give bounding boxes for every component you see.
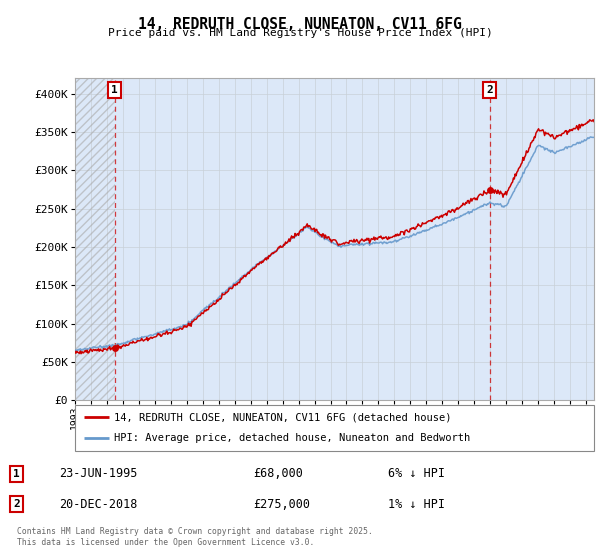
Text: 23-JUN-1995: 23-JUN-1995 [59,467,137,480]
Text: 2: 2 [487,85,493,95]
Text: £275,000: £275,000 [253,498,310,511]
FancyBboxPatch shape [75,405,594,451]
Text: 14, REDRUTH CLOSE, NUNEATON, CV11 6FG (detached house): 14, REDRUTH CLOSE, NUNEATON, CV11 6FG (d… [114,412,451,422]
Text: 1% ↓ HPI: 1% ↓ HPI [388,498,445,511]
Text: 6% ↓ HPI: 6% ↓ HPI [388,467,445,480]
Text: Contains HM Land Registry data © Crown copyright and database right 2025.
This d: Contains HM Land Registry data © Crown c… [17,528,373,547]
Text: 2: 2 [13,499,20,509]
Text: Price paid vs. HM Land Registry's House Price Index (HPI): Price paid vs. HM Land Registry's House … [107,28,493,38]
Text: £68,000: £68,000 [253,467,303,480]
Text: 14, REDRUTH CLOSE, NUNEATON, CV11 6FG: 14, REDRUTH CLOSE, NUNEATON, CV11 6FG [138,17,462,32]
Text: 20-DEC-2018: 20-DEC-2018 [59,498,137,511]
Text: 1: 1 [111,85,118,95]
Bar [75,78,115,400]
Text: 1: 1 [13,469,20,479]
Text: HPI: Average price, detached house, Nuneaton and Bedworth: HPI: Average price, detached house, Nune… [114,433,470,444]
